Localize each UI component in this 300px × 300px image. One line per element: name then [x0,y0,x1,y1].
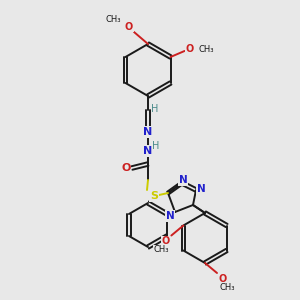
Text: N: N [178,175,188,185]
Text: O: O [219,274,227,284]
Text: O: O [125,22,133,32]
Text: H: H [152,141,160,151]
Text: N: N [196,184,206,194]
Text: O: O [161,236,170,247]
Text: S: S [150,191,158,201]
Text: N: N [166,211,174,221]
Text: O: O [121,163,131,173]
Text: CH₃: CH₃ [199,44,214,53]
Text: O: O [185,44,194,54]
Text: CH₃: CH₃ [154,245,169,254]
Text: CH₃: CH₃ [106,16,121,25]
Text: H: H [151,104,159,114]
Text: N: N [143,127,153,137]
Text: N: N [143,146,153,156]
Text: CH₃: CH₃ [219,283,235,292]
